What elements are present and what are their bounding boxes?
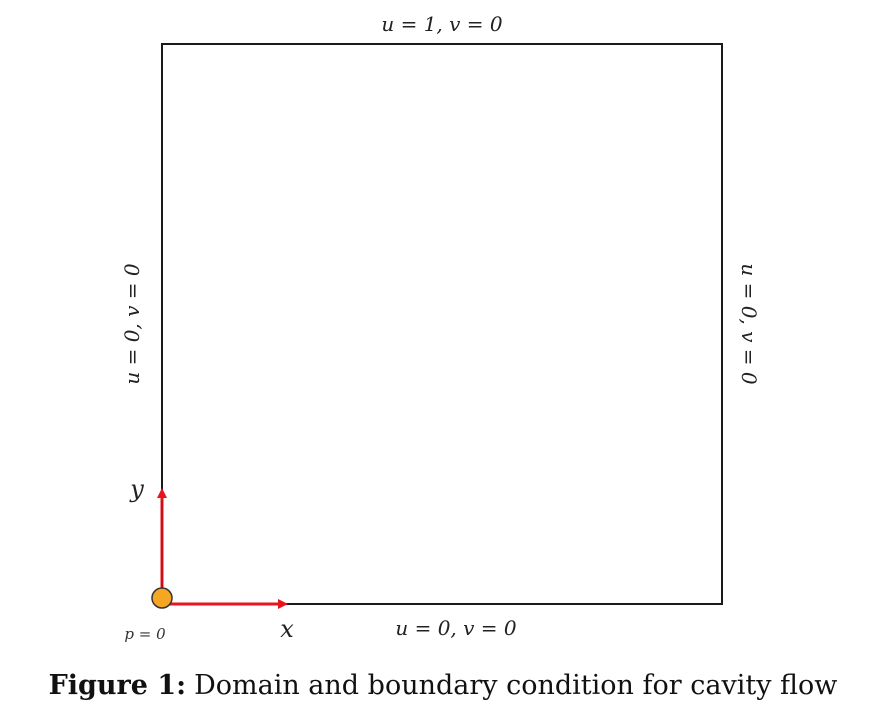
bottom-boundary-label: u = 0, v = 0 [395, 616, 517, 640]
origin-pressure-label: p = 0 [124, 625, 166, 643]
figure-number: Figure 1: [48, 670, 187, 701]
y-axis-label: y [129, 475, 144, 503]
left-boundary-label: u = 0, v = 0 [120, 263, 144, 385]
x-axis-label: x [280, 615, 294, 643]
top-boundary-label: u = 1, v = 0 [381, 12, 503, 36]
cavity-flow-diagram: u = 1, v = 0 u = 0, v = 0 u = 0, v = 0 u… [120, 12, 761, 643]
domain-boundary [161, 43, 723, 605]
right-boundary-label: u = 0, v = 0 [737, 263, 761, 385]
figure-caption: Figure 1: Domain and boundary condition f… [0, 670, 886, 701]
origin-point [151, 587, 173, 609]
figure-caption-text: Domain and boundary condition for cavity… [194, 670, 838, 701]
